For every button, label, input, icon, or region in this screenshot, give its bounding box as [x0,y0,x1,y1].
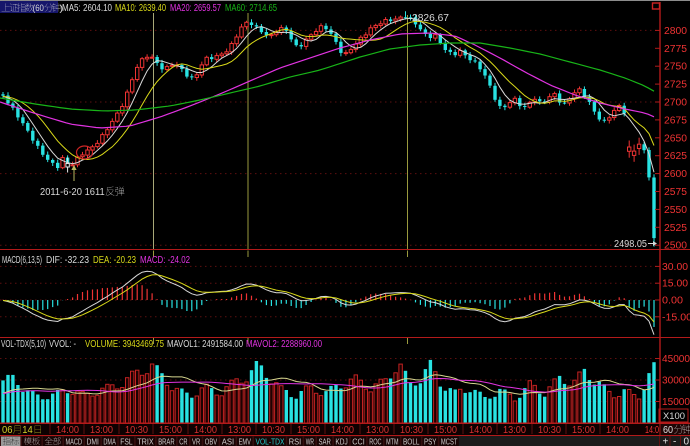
svg-text:DIF: -32.23: DIF: -32.23 [46,255,89,266]
svg-text:VR: VR [192,436,200,446]
svg-text:MAVOL2: 2288960.00: MAVOL2: 2288960.00 [246,339,322,350]
svg-text:2750: 2750 [664,62,687,73]
svg-text:2625: 2625 [664,151,687,162]
svg-text:15:00: 15:00 [572,425,595,436]
svg-text:2575: 2575 [664,187,687,198]
svg-text:BOLL: BOLL [403,436,420,446]
svg-text:14:00: 14:00 [194,425,217,436]
svg-text:FSL: FSL [120,436,133,446]
svg-text:MA5: 2604.10: MA5: 2604.10 [62,3,112,14]
svg-text:13:00: 13:00 [503,425,526,436]
svg-text:14:00: 14:00 [331,425,354,436]
svg-text:MA20: 2659.57: MA20: 2659.57 [170,3,221,14]
svg-text:45000: 45000 [662,354,690,365]
svg-text:SAR: SAR [319,436,331,446]
svg-text:-15.00: -15.00 [662,312,690,323]
svg-text:15:00: 15:00 [159,425,182,436]
svg-text:-: - [673,437,676,446]
svg-text:2525: 2525 [664,223,687,234]
svg-text:VVOL: -: VVOL: - [49,339,76,350]
svg-text:2826.67: 2826.67 [412,13,449,24]
svg-text:DEA: -20.23: DEA: -20.23 [93,255,136,266]
svg-text:MA60: 2714.65: MA60: 2714.65 [225,3,277,14]
svg-text:KDJ: KDJ [335,436,347,446]
svg-text:CCI: CCI [352,436,364,446]
svg-text:15:00: 15:00 [434,425,457,436]
svg-text:DMA: DMA [103,436,116,446]
svg-text:10:30: 10:30 [400,425,423,436]
svg-text:13:00: 13:00 [366,425,389,436]
svg-text:60: 60 [663,425,673,436]
svg-text:RSI: RSI [289,436,301,446]
svg-text:ROC: ROC [369,436,381,446]
svg-text:13:00: 13:00 [90,425,113,436]
svg-text:MA10: 2639.40: MA10: 2639.40 [115,3,166,14]
svg-text:06: 06 [2,424,13,436]
svg-text:2775: 2775 [664,44,687,55]
svg-text:PSY: PSY [424,436,437,446]
svg-text:BRAR: BRAR [158,436,175,446]
svg-text:30.00: 30.00 [662,262,688,273]
svg-text:WR: WR [306,436,314,446]
svg-text:2725: 2725 [664,80,687,91]
svg-text:X100: X100 [663,411,685,422]
svg-text:15:00: 15:00 [297,425,320,436]
svg-text:14:00: 14:00 [469,425,492,436]
svg-text:2550: 2550 [664,205,687,216]
svg-text:VOL-TDX(5,10): VOL-TDX(5,10) [1,339,46,350]
svg-text:10:30: 10:30 [262,425,285,436]
svg-text:(60: (60 [33,2,44,13]
svg-text:2600: 2600 [664,169,687,180]
svg-text:15000: 15000 [662,397,690,408]
svg-text:2650: 2650 [664,133,687,144]
svg-text:2800: 2800 [664,26,687,37]
svg-text:13:00: 13:00 [228,425,251,436]
svg-text:ASI: ASI [222,436,234,446]
svg-text:VOLUME: 3943469.75: VOLUME: 3943469.75 [85,339,164,350]
svg-text:OBV: OBV [205,436,218,446]
svg-text:15.00: 15.00 [662,279,688,290]
svg-text:MAVOL1: 2491584.00: MAVOL1: 2491584.00 [167,339,243,350]
svg-text:MACD: -24.02: MACD: -24.02 [140,255,190,266]
svg-text:CR: CR [179,436,187,446]
svg-text:MTM: MTM [386,436,398,446]
svg-text:2500: 2500 [664,241,687,252]
svg-text:14: 14 [22,424,33,436]
svg-text:MACD: MACD [66,436,83,446]
svg-text:14:00: 14:00 [606,425,629,436]
svg-text:2011-6-20 1611: 2011-6-20 1611 [40,186,105,198]
svg-text:TRIX: TRIX [137,436,154,446]
svg-text:VOL-TDX: VOL-TDX [256,436,285,446]
svg-text:30000: 30000 [662,376,690,387]
svg-text:): ) [59,2,63,13]
svg-text:MCST: MCST [441,436,458,446]
svg-text:MACD(6,13,5): MACD(6,13,5) [2,255,42,266]
svg-text:EMV: EMV [239,436,252,446]
svg-text:0.00: 0.00 [662,296,683,307]
svg-text:DMI: DMI [87,436,99,446]
svg-text:10:30: 10:30 [538,425,561,436]
svg-text:14:0: 14:0 [645,425,659,436]
svg-text:10:30: 10:30 [125,425,148,436]
svg-text:2700: 2700 [664,98,687,109]
svg-text:2498.05: 2498.05 [614,239,647,250]
svg-text:0: 0 [684,437,690,446]
svg-text:2675: 2675 [664,115,687,126]
svg-text:+: + [663,437,669,446]
svg-text:14:00: 14:00 [56,425,79,436]
